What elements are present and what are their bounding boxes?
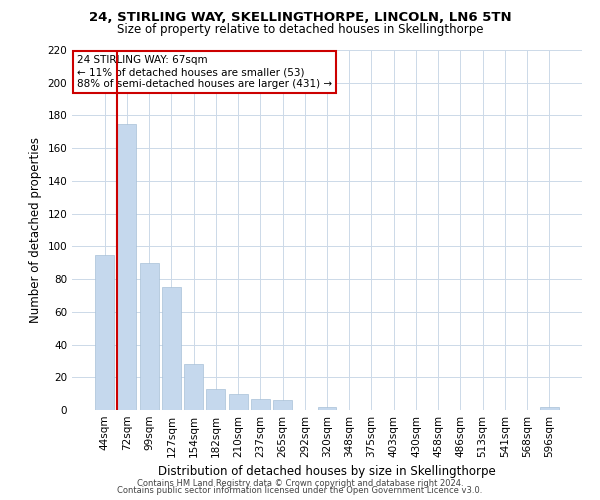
Text: Contains public sector information licensed under the Open Government Licence v3: Contains public sector information licen… <box>118 486 482 495</box>
Bar <box>118 124 136 410</box>
Text: 24, STIRLING WAY, SKELLINGTHORPE, LINCOLN, LN6 5TN: 24, STIRLING WAY, SKELLINGTHORPE, LINCOL… <box>89 11 511 24</box>
Bar <box>206 388 225 410</box>
Text: 24 STIRLING WAY: 67sqm
← 11% of detached houses are smaller (53)
88% of semi-det: 24 STIRLING WAY: 67sqm ← 11% of detached… <box>77 56 332 88</box>
Bar <box>162 288 181 410</box>
X-axis label: Distribution of detached houses by size in Skellingthorpe: Distribution of detached houses by size … <box>158 466 496 478</box>
Bar <box>317 406 337 410</box>
Bar <box>273 400 292 410</box>
Bar <box>140 262 158 410</box>
Text: Contains HM Land Registry data © Crown copyright and database right 2024.: Contains HM Land Registry data © Crown c… <box>137 478 463 488</box>
Bar <box>95 254 114 410</box>
Bar <box>229 394 248 410</box>
Y-axis label: Number of detached properties: Number of detached properties <box>29 137 42 323</box>
Bar <box>540 406 559 410</box>
Bar <box>184 364 203 410</box>
Bar <box>251 398 270 410</box>
Text: Size of property relative to detached houses in Skellingthorpe: Size of property relative to detached ho… <box>117 23 483 36</box>
